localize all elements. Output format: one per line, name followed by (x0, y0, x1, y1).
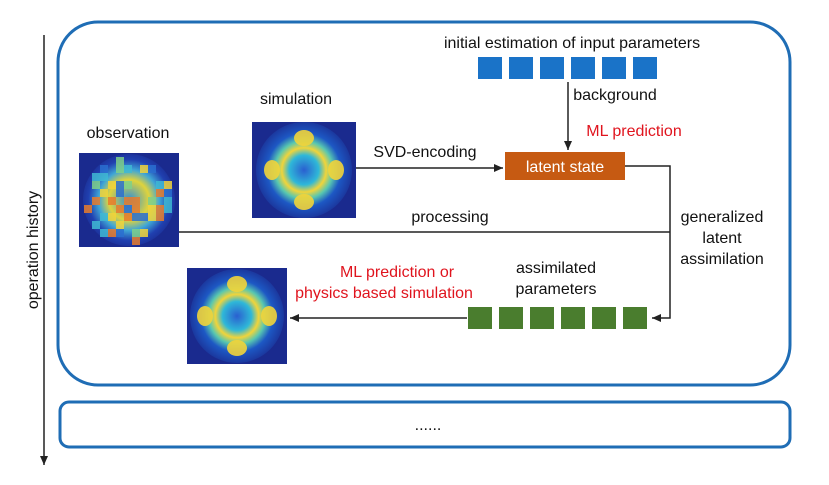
ml-prediction-label: ML prediction (586, 123, 681, 140)
latent-state-box (505, 152, 625, 180)
input-parameter-block-2 (509, 57, 533, 79)
latent-assimilation-arrow (625, 165, 671, 322)
generalized-label: generalized (681, 209, 764, 226)
background-label: background (573, 87, 657, 104)
svd-encoding-label: SVD-encoding (373, 144, 476, 161)
observation-label: observation (87, 125, 170, 142)
latent-label: latent (702, 230, 742, 247)
initial-estimation-label: initial estimation of input parameters (444, 35, 700, 52)
processing-label: processing (411, 209, 488, 226)
simulation-label: simulation (260, 91, 332, 108)
operation-history-label: operation history (25, 191, 42, 309)
assimilated-parameter-block-6 (623, 307, 647, 329)
observation-heatmap (79, 153, 179, 247)
assimilation-label: assimilation (680, 251, 764, 268)
assimilated-label: assimilated (516, 260, 596, 277)
ml-prediction-or-label: ML prediction or (340, 264, 455, 281)
latent-state-label: latent state (526, 159, 604, 176)
next-stage-frame (58, 400, 792, 449)
simulation-heatmap (252, 122, 356, 218)
prediction-heatmap (187, 268, 287, 364)
next-stage-ellipsis: ...... (415, 417, 442, 434)
input-parameter-block-4 (571, 57, 595, 79)
parameters-label: parameters (516, 281, 597, 298)
input-parameter-block-6 (633, 57, 657, 79)
physics-simulation-label: physics based simulation (295, 285, 473, 302)
input-parameter-block-3 (540, 57, 564, 79)
input-parameter-blocks (478, 57, 657, 79)
assimilated-parameter-block-5 (592, 307, 616, 329)
main-stage-frame (56, 20, 792, 387)
assimilated-parameter-blocks (468, 307, 647, 329)
assimilated-parameter-block-3 (530, 307, 554, 329)
input-parameter-block-5 (602, 57, 626, 79)
assimilated-parameter-block-4 (561, 307, 585, 329)
assimilated-parameter-block-2 (499, 307, 523, 329)
input-parameter-block-1 (478, 57, 502, 79)
assimilated-parameter-block-1 (468, 307, 492, 329)
